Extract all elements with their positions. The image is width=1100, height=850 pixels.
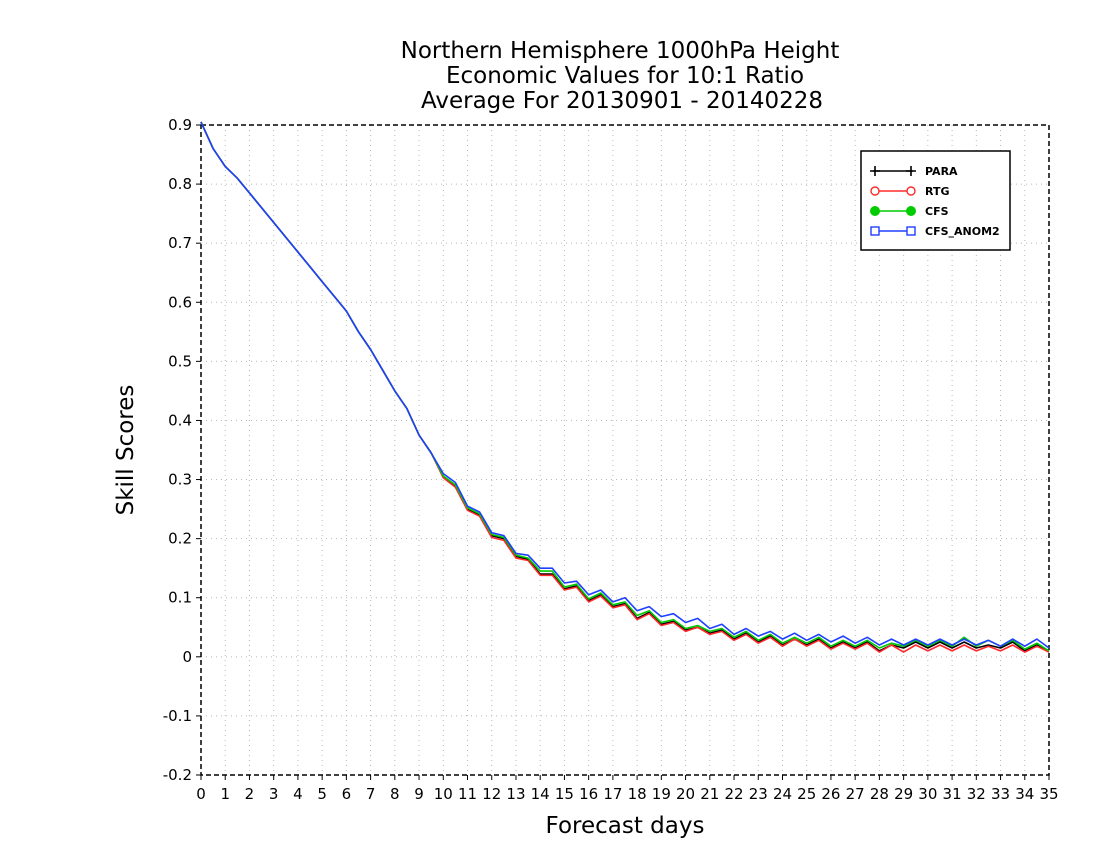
x-tick-label: 6 xyxy=(342,785,352,803)
x-tick-label: 11 xyxy=(458,785,477,803)
legend-marker-filled-circle xyxy=(870,206,880,216)
legend-marker-plus xyxy=(870,166,880,176)
y-tick-label: 0.7 xyxy=(168,234,192,252)
x-tick-label: 25 xyxy=(797,785,816,803)
legend-marker-circle xyxy=(906,186,916,196)
legend-label: CFS_ANOM2 xyxy=(925,225,1000,238)
x-tick-label: 14 xyxy=(531,785,550,803)
y-tick-label: 0.8 xyxy=(168,175,192,193)
chart-title: Northern Hemisphere 1000hPa Height Econo… xyxy=(401,38,840,114)
title-line-2: Economic Values for 10:1 Ratio xyxy=(446,63,804,89)
y-tick-label: 0.4 xyxy=(168,411,192,429)
legend-entry-cfs-anom2: CFS_ANOM2 xyxy=(870,225,1000,238)
x-tick-label: 22 xyxy=(724,785,743,803)
x-tick-label: 17 xyxy=(603,785,622,803)
y-tick-label: 0.1 xyxy=(168,589,192,607)
series-layer xyxy=(200,121,1050,653)
x-tick-label: 7 xyxy=(366,785,376,803)
legend-box xyxy=(860,150,1011,251)
legend-marker-plus xyxy=(906,166,916,176)
legend-marker-square xyxy=(906,226,916,236)
x-tick-label: 10 xyxy=(434,785,453,803)
x-tick-label: 29 xyxy=(894,785,913,803)
x-tick-label: 33 xyxy=(991,785,1010,803)
legend-marker-circle xyxy=(870,186,880,196)
y-tick-label: 0.5 xyxy=(168,352,192,370)
y-tick-label: 0.2 xyxy=(168,530,192,548)
x-tick-label: 15 xyxy=(555,785,574,803)
tick-layer: 0 1 2 3 4 5 6 7 8 9 10 11 12 13 14 15 16 17 18 19 20 21 22 23 24… xyxy=(163,116,1059,803)
x-tick-label: 18 xyxy=(628,785,647,803)
legend-marker-square xyxy=(870,226,880,236)
x-tick-label: 30 xyxy=(918,785,937,803)
title-line-3: Average For 20130901 - 20140228 xyxy=(421,88,823,114)
y-tick-label: 0.6 xyxy=(168,293,192,311)
legend-label: PARA xyxy=(925,165,958,178)
x-tick-label: 23 xyxy=(749,785,768,803)
x-tick-label: 9 xyxy=(414,785,424,803)
series-line-cfs-anom2 xyxy=(200,121,1050,649)
x-tick-label: 31 xyxy=(943,785,962,803)
x-tick-label: 19 xyxy=(652,785,671,803)
y-tick-label: 0.3 xyxy=(168,471,192,489)
x-axis-label: Forecast days xyxy=(546,813,705,839)
x-tick-label: 13 xyxy=(506,785,525,803)
x-tick-label: 34 xyxy=(1015,785,1034,803)
x-tick-label: 27 xyxy=(846,785,865,803)
x-tick-label: 24 xyxy=(773,785,792,803)
x-tick-label: 12 xyxy=(482,785,501,803)
legend-label: CFS xyxy=(925,205,949,218)
x-tick-label: 26 xyxy=(821,785,840,803)
x-tick-label: 3 xyxy=(269,785,279,803)
y-tick-label: -0.2 xyxy=(163,766,192,784)
x-tick-label: 8 xyxy=(390,785,400,803)
x-tick-label: 35 xyxy=(1039,785,1058,803)
x-tick-label: 4 xyxy=(293,785,303,803)
x-tick-label: 0 xyxy=(196,785,206,803)
x-tick-label: 32 xyxy=(967,785,986,803)
legend-entry-para: PARA xyxy=(870,165,958,178)
grid-layer xyxy=(201,125,1049,775)
x-tick-label: 28 xyxy=(870,785,889,803)
plot-frame xyxy=(200,124,1050,776)
x-tick-label: 2 xyxy=(245,785,255,803)
x-tick-label: 20 xyxy=(676,785,695,803)
y-tick-label: 0 xyxy=(182,648,192,666)
y-tick-label: -0.1 xyxy=(163,707,192,725)
x-tick-label: 1 xyxy=(220,785,230,803)
y-tick-label: 0.9 xyxy=(168,116,192,134)
x-tick-label: 21 xyxy=(700,785,719,803)
legend-marker-filled-circle xyxy=(906,206,916,216)
legend-entry-cfs: CFS xyxy=(870,205,949,218)
title-line-1: Northern Hemisphere 1000hPa Height xyxy=(401,38,840,64)
legend: PARA RTG CFS CFS_ANOM2 xyxy=(860,150,1011,251)
legend-entries: PARA RTG CFS CFS_ANOM2 xyxy=(870,165,1000,238)
x-tick-label: 16 xyxy=(579,785,598,803)
x-tick-label: 5 xyxy=(317,785,327,803)
y-axis-label: Skill Scores xyxy=(113,385,139,516)
legend-entry-rtg: RTG xyxy=(870,185,950,198)
legend-label: RTG xyxy=(925,185,950,198)
